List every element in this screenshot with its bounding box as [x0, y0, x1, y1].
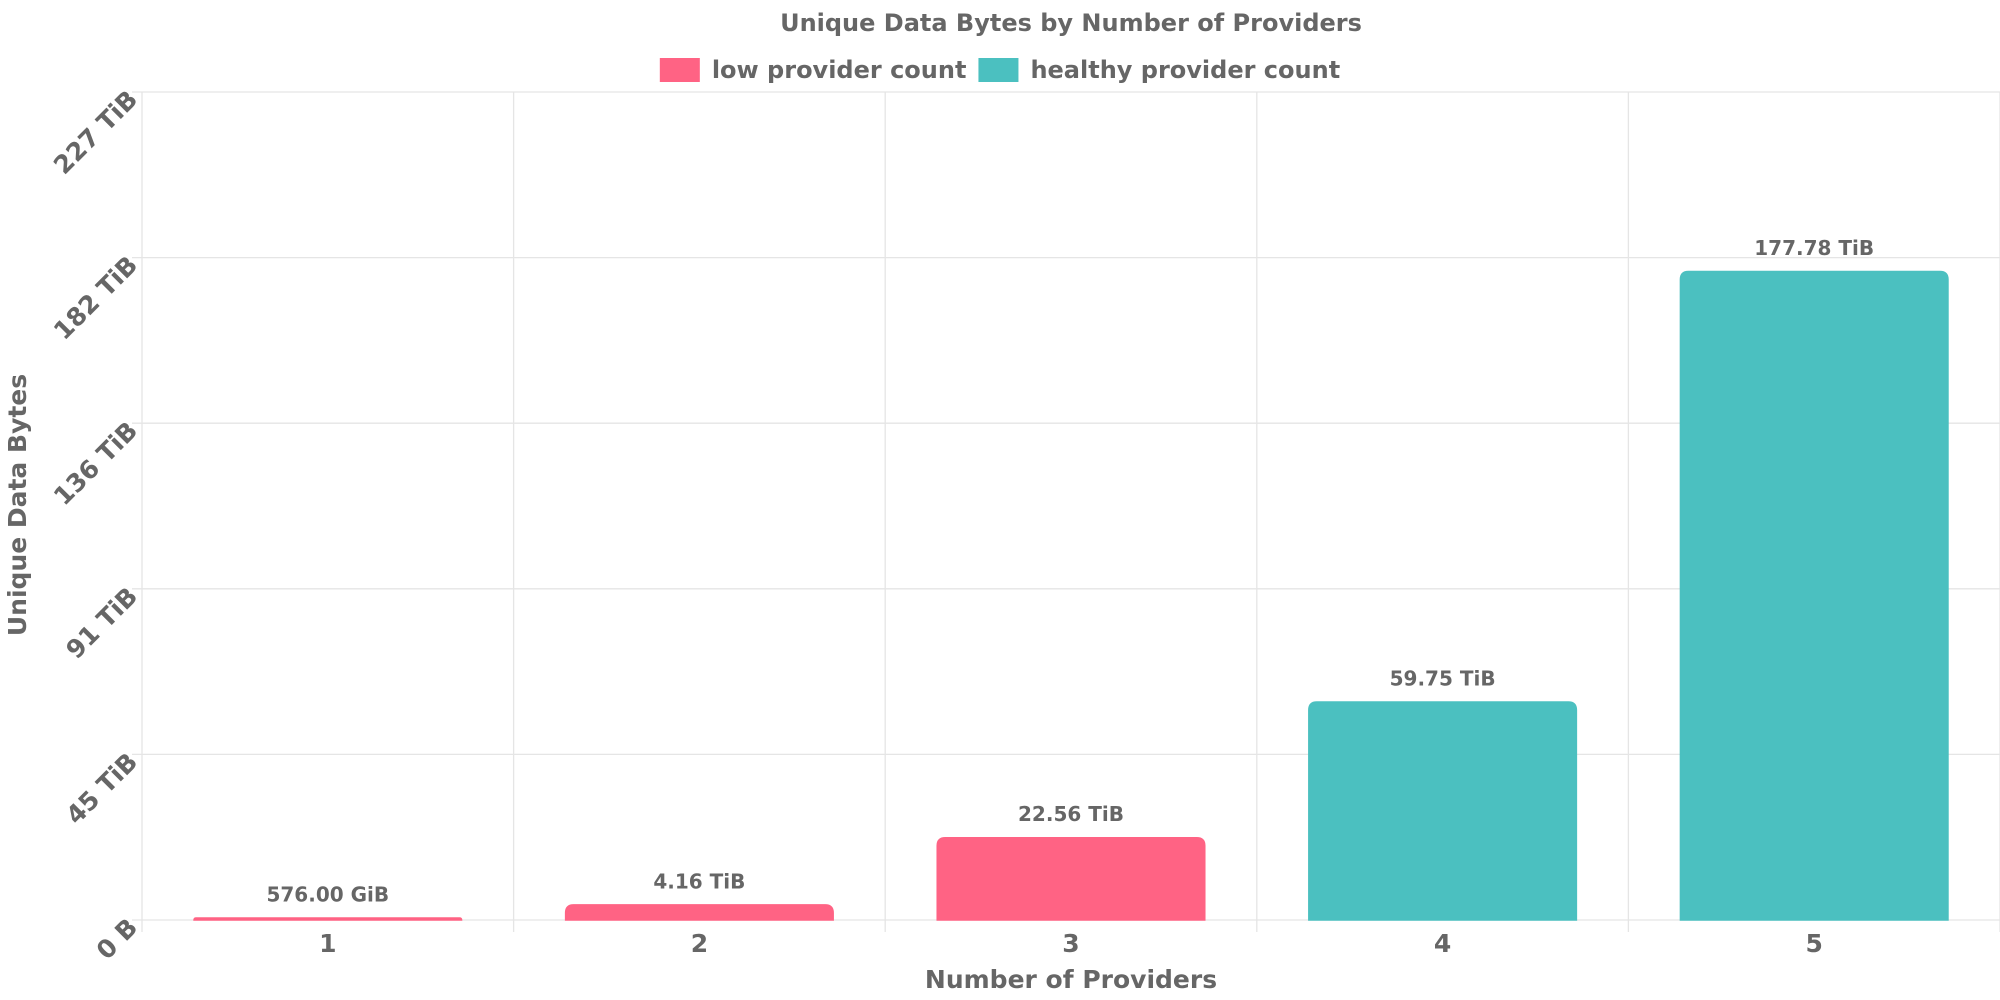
y-tick-label: 182 TiB: [48, 250, 143, 345]
data-label: 177.78 TiB: [1754, 236, 1874, 260]
bar: [1308, 701, 1578, 921]
x-tick-label: 3: [1062, 929, 1079, 958]
x-tick-label: 4: [1434, 929, 1451, 958]
chart-title: Unique Data Bytes by Number of Providers: [780, 9, 1362, 37]
y-tick-label: 91 TiB: [60, 581, 143, 664]
x-axis-title: Number of Providers: [925, 965, 1217, 994]
legend-swatch: [659, 58, 700, 82]
legend-swatch: [978, 58, 1019, 82]
y-axis-title: Unique Data Bytes: [3, 374, 32, 636]
bar: [193, 917, 463, 921]
x-tick-label: 1: [319, 929, 336, 958]
y-tick-label: 45 TiB: [60, 747, 143, 830]
bar: [936, 836, 1206, 921]
legend-label: healthy provider count: [1030, 56, 1340, 84]
x-tick-label: 5: [1805, 929, 1822, 958]
y-tick-label: 227 TiB: [48, 85, 143, 180]
data-label: 59.75 TiB: [1390, 667, 1496, 691]
bar: [1679, 270, 1949, 921]
x-tick-label: 2: [691, 929, 708, 958]
y-tick-label: 136 TiB: [48, 416, 143, 511]
data-label: 576.00 GiB: [266, 882, 389, 906]
bar: [564, 904, 834, 921]
data-label: 22.56 TiB: [1018, 802, 1124, 826]
data-label: 4.16 TiB: [653, 869, 745, 893]
legend-label: low provider count: [712, 56, 967, 84]
